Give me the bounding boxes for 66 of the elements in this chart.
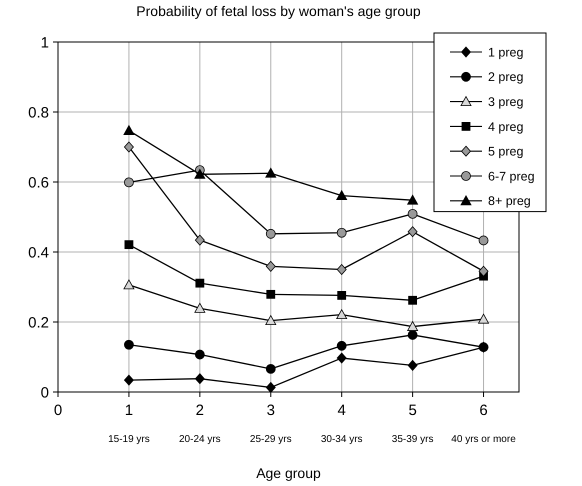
text: 35-39 yrs	[392, 434, 434, 445]
point	[408, 330, 418, 340]
x-tick-label: 6	[479, 402, 488, 419]
point	[408, 226, 418, 238]
text: 40 yrs or more	[451, 434, 516, 445]
point	[194, 302, 206, 313]
point	[408, 360, 418, 371]
point	[478, 314, 489, 324]
point	[266, 382, 276, 393]
point	[124, 177, 134, 188]
x-tick-label: 4	[338, 402, 346, 419]
text: 30-34 yrs	[320, 434, 363, 445]
point	[407, 194, 418, 205]
y-tick-label: 0.8	[28, 104, 49, 122]
point	[124, 374, 134, 386]
point	[407, 321, 418, 331]
point	[478, 236, 488, 246]
point	[336, 309, 348, 320]
legend-label: 5 preg	[488, 144, 524, 159]
y-tick-label: 0.4	[28, 244, 49, 262]
point	[265, 168, 276, 178]
point	[408, 296, 418, 305]
point	[124, 280, 134, 290]
point	[124, 142, 134, 152]
point	[265, 315, 276, 325]
text: 25-29 yrs	[250, 434, 292, 445]
point	[336, 264, 347, 275]
point	[266, 290, 276, 299]
text: 20-24 yrs	[179, 434, 221, 445]
point	[478, 266, 488, 277]
legend-label: 1 preg	[488, 45, 524, 60]
point	[266, 364, 276, 374]
point	[478, 342, 488, 352]
y-tick-label: 0.2	[28, 314, 49, 332]
x-axis-title: Age group	[256, 465, 322, 481]
x-tick-label: 1	[124, 402, 134, 419]
point	[337, 291, 346, 300]
legend-label: 4 preg	[488, 120, 524, 134]
point	[408, 208, 418, 219]
chart-title: Probability of fetal loss by woman's age group	[136, 3, 421, 19]
x-tick-label: 0	[54, 402, 62, 419]
point	[194, 168, 206, 179]
point	[336, 340, 347, 351]
legend-label: 6-7 preg	[488, 169, 535, 184]
point	[124, 125, 134, 135]
point	[194, 234, 205, 246]
point	[124, 240, 134, 250]
point	[336, 190, 348, 200]
point	[195, 278, 204, 288]
point	[336, 352, 347, 364]
y-tick-label: 0	[40, 384, 49, 402]
text: 15-19 yrs	[108, 434, 150, 445]
point	[194, 350, 205, 360]
x-tick-label: 2	[196, 402, 204, 419]
point	[266, 260, 276, 272]
y-tick-label: 1	[40, 34, 49, 52]
point	[194, 373, 205, 384]
y-tick-label: 0.6	[28, 174, 49, 192]
point	[336, 228, 347, 238]
x-tick-label: 3	[266, 402, 275, 419]
legend-label: 3 preg	[488, 94, 524, 109]
x-tick-label: 5	[408, 402, 417, 419]
legend-label: 2 preg	[488, 70, 524, 84]
legend-label: 8+ preg	[488, 194, 531, 208]
point	[124, 340, 134, 350]
point	[266, 228, 276, 239]
